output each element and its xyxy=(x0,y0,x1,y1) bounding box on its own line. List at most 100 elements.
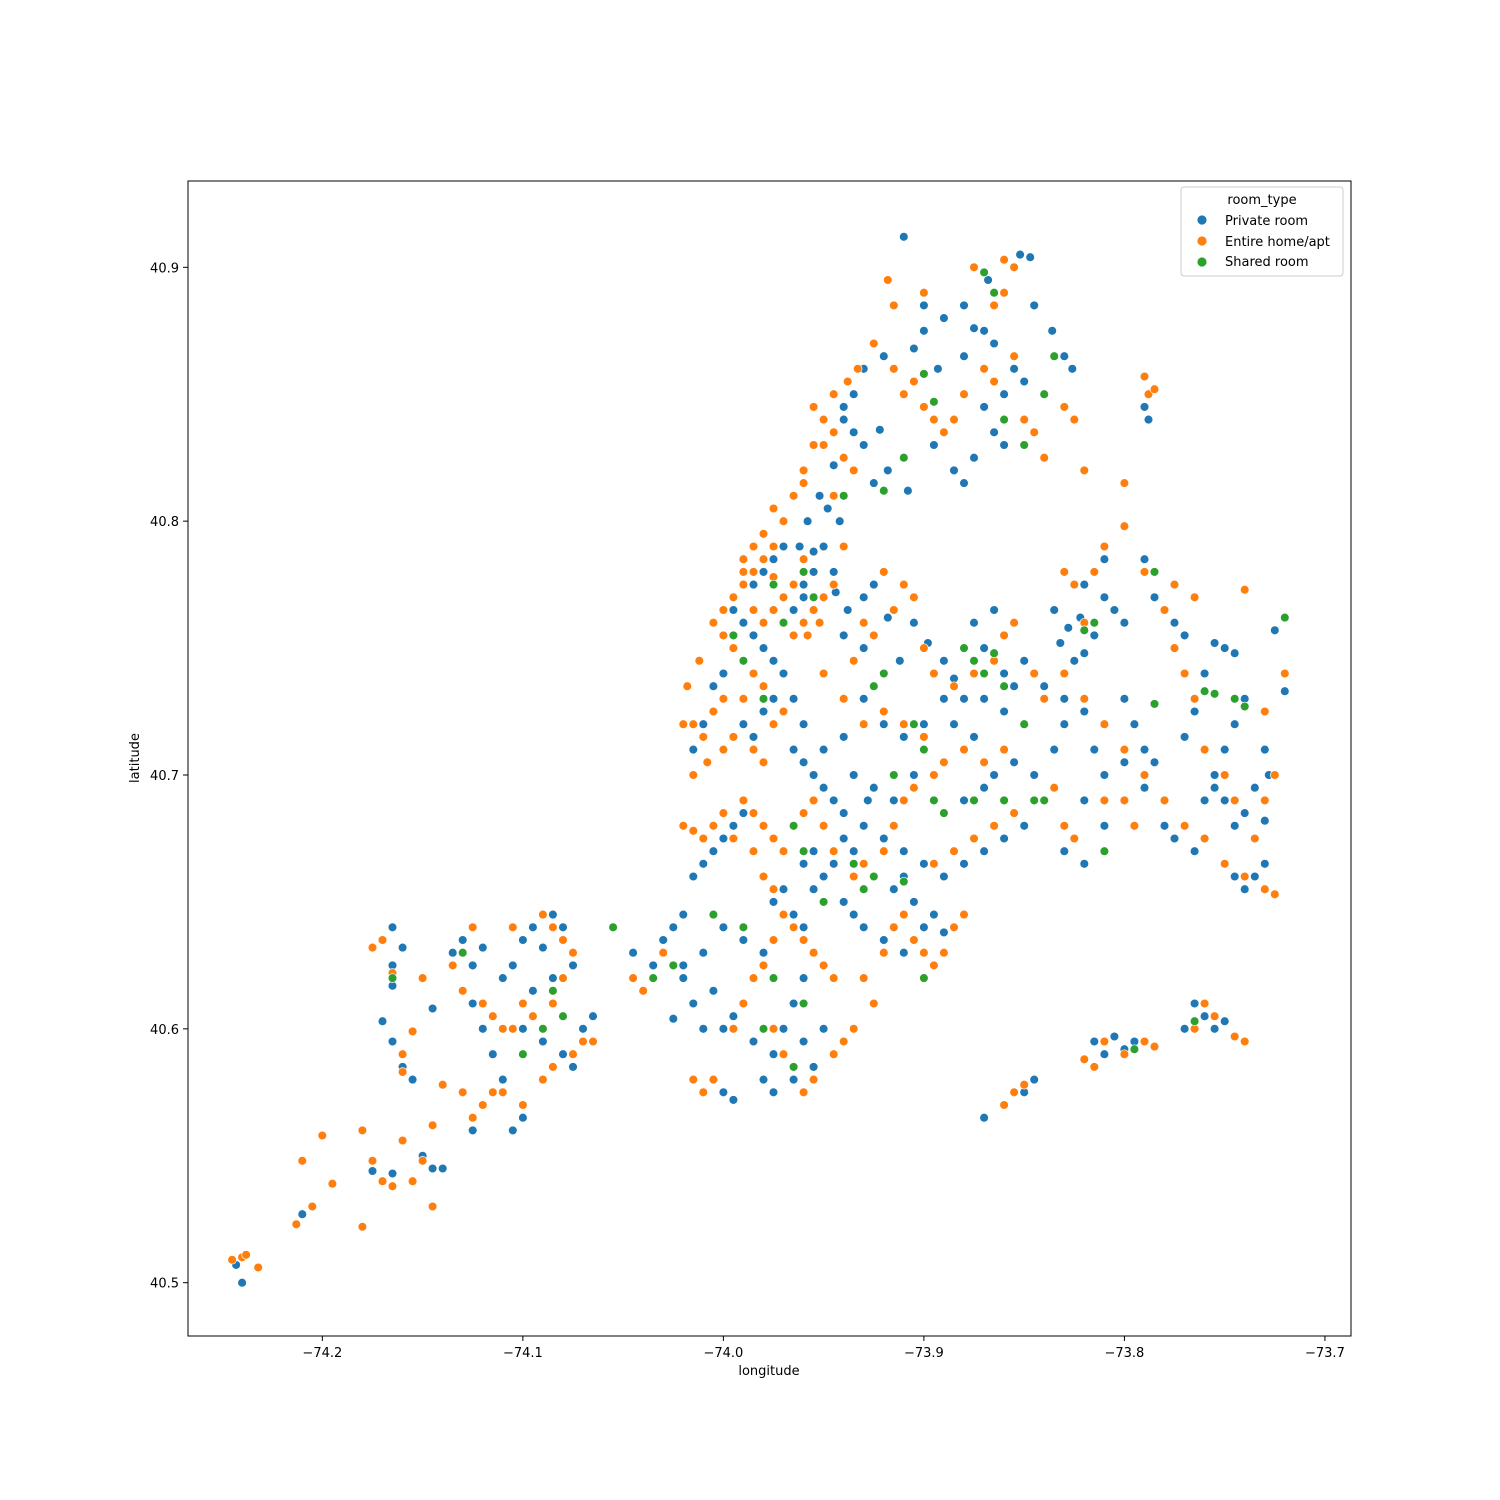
point-entire-home-apt-36 xyxy=(758,757,769,768)
point-shared-room-2 xyxy=(999,414,1009,425)
point-entire-home-apt-28 xyxy=(778,706,789,717)
point-private-room-185 xyxy=(668,1013,679,1024)
point-entire-home-apt-191 xyxy=(1089,1062,1100,1072)
point-entire-home-apt-125 xyxy=(899,719,909,729)
point-private-room-106 xyxy=(848,770,859,780)
point-entire-home-apt-121 xyxy=(909,782,919,793)
point-entire-home-apt-279 xyxy=(1119,478,1130,488)
point-entire-home-apt-265 xyxy=(798,478,809,488)
point-entire-home-apt-204 xyxy=(538,909,548,920)
point-private-room-296 xyxy=(1139,744,1150,755)
point-entire-home-apt-198 xyxy=(1209,1011,1220,1021)
point-shared-room-12 xyxy=(808,592,819,603)
point-private-room-119 xyxy=(748,630,759,641)
point-entire-home-apt-266 xyxy=(768,503,779,514)
point-private-room-283 xyxy=(1009,364,1019,374)
point-entire-home-apt-112 xyxy=(949,922,959,933)
point-entire-home-apt-235 xyxy=(387,1181,398,1191)
point-private-room-223 xyxy=(447,947,458,958)
point-private-room-160 xyxy=(818,871,829,882)
point-private-room-91 xyxy=(979,846,989,856)
point-entire-home-apt-2 xyxy=(969,262,979,273)
point-entire-home-apt-122 xyxy=(929,770,939,780)
point-private-room-211 xyxy=(528,986,538,996)
point-entire-home-apt-106 xyxy=(889,922,899,933)
point-private-room-89 xyxy=(1019,821,1029,831)
point-private-room-44 xyxy=(1009,681,1019,691)
point-private-room-163 xyxy=(848,909,859,920)
point-private-room-129 xyxy=(768,694,779,704)
point-entire-home-apt-212 xyxy=(508,1024,518,1034)
point-shared-room-23 xyxy=(1019,719,1029,729)
point-entire-home-apt-190 xyxy=(1079,1054,1090,1065)
point-private-room-309 xyxy=(1260,859,1270,869)
point-shared-room-30 xyxy=(1239,701,1250,712)
legend-marker-private-room xyxy=(1196,214,1208,226)
point-shared-room-57 xyxy=(1129,1044,1140,1054)
point-entire-home-apt-18 xyxy=(738,579,749,590)
point-private-room-149 xyxy=(648,960,658,971)
point-private-room-86 xyxy=(1059,846,1070,856)
point-private-room-80 xyxy=(1280,686,1290,696)
point-private-room-13 xyxy=(929,440,939,450)
point-entire-home-apt-96 xyxy=(838,1036,849,1047)
point-entire-home-apt-82 xyxy=(808,947,819,958)
point-entire-home-apt-169 xyxy=(1159,605,1170,615)
point-entire-home-apt-215 xyxy=(478,998,488,1009)
points-layer xyxy=(227,232,1290,1288)
point-entire-home-apt-210 xyxy=(528,1011,538,1021)
point-entire-home-apt-237 xyxy=(357,1222,368,1232)
point-entire-home-apt-53 xyxy=(758,617,769,628)
point-entire-home-apt-109 xyxy=(919,947,929,958)
point-entire-home-apt-60 xyxy=(738,795,749,806)
point-private-room-19 xyxy=(1067,364,1078,374)
point-entire-home-apt-72 xyxy=(698,833,709,844)
point-shared-room-58 xyxy=(1189,1016,1200,1026)
point-entire-home-apt-85 xyxy=(768,935,779,945)
point-private-room-55 xyxy=(1089,630,1100,641)
point-entire-home-apt-110 xyxy=(929,960,939,971)
point-entire-home-apt-208 xyxy=(558,973,568,983)
point-private-room-193 xyxy=(1089,1036,1100,1047)
point-entire-home-apt-78 xyxy=(768,884,779,894)
point-entire-home-apt-202 xyxy=(1009,1087,1019,1098)
point-entire-home-apt-238 xyxy=(327,1178,338,1189)
point-entire-home-apt-225 xyxy=(467,1112,478,1123)
point-private-room-176 xyxy=(788,1074,799,1085)
point-entire-home-apt-157 xyxy=(1199,833,1210,844)
point-entire-home-apt-242 xyxy=(291,1219,302,1230)
point-entire-home-apt-241 xyxy=(307,1201,318,1212)
point-entire-home-apt-183 xyxy=(949,846,959,856)
point-entire-home-apt-224 xyxy=(478,1100,488,1110)
point-private-room-292 xyxy=(1139,554,1150,564)
point-private-room-94 xyxy=(919,859,929,869)
point-private-room-229 xyxy=(508,1125,518,1136)
point-private-room-278 xyxy=(919,300,929,311)
point-shared-room-48 xyxy=(798,998,809,1009)
point-private-room-266 xyxy=(969,732,979,742)
point-entire-home-apt-135 xyxy=(879,567,889,577)
point-private-room-138 xyxy=(758,567,769,577)
point-entire-home-apt-213 xyxy=(498,1024,508,1034)
point-private-room-98 xyxy=(838,808,849,818)
point-entire-home-apt-114 xyxy=(858,973,869,983)
point-entire-home-apt-140 xyxy=(969,668,979,679)
point-entire-home-apt-71 xyxy=(708,821,719,831)
point-shared-room-5 xyxy=(1049,351,1059,361)
point-shared-room-33 xyxy=(1199,686,1210,696)
point-entire-home-apt-268 xyxy=(748,541,759,552)
point-entire-home-apt-177 xyxy=(1260,795,1270,806)
point-entire-home-apt-54 xyxy=(748,605,759,615)
point-private-room-306 xyxy=(1239,808,1250,818)
point-entire-home-apt-181 xyxy=(989,821,999,831)
point-private-room-300 xyxy=(1199,668,1210,679)
point-entire-home-apt-7 xyxy=(852,364,863,374)
point-entire-home-apt-89 xyxy=(728,1024,739,1034)
point-private-room-11 xyxy=(883,465,893,476)
point-private-room-162 xyxy=(838,897,849,907)
y-tick-label: 40.9 xyxy=(150,261,179,276)
point-entire-home-apt-298 xyxy=(1059,567,1070,577)
point-entire-home-apt-115 xyxy=(869,998,879,1009)
point-shared-room-32 xyxy=(1209,689,1220,699)
point-private-room-242 xyxy=(427,1003,438,1014)
